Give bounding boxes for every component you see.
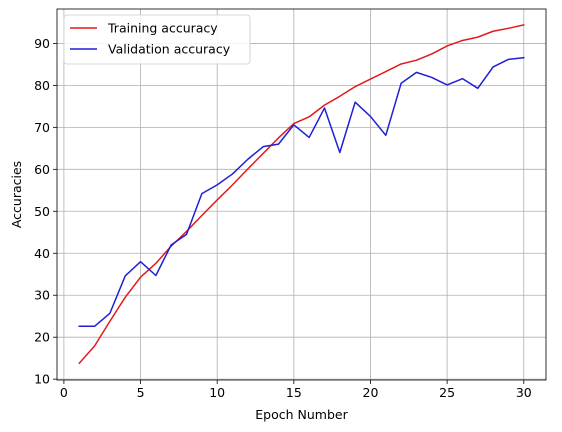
x-axis-ticks: 0 5 10 15 20 25 30 xyxy=(60,380,532,400)
x-tick-label: 0 xyxy=(60,385,68,400)
legend-box xyxy=(63,14,251,65)
y-tick-label: 50 xyxy=(34,204,50,219)
legend-entry: Validation accuracy xyxy=(108,42,231,57)
x-tick-label: 25 xyxy=(439,385,455,400)
y-axis-ticks: 10 20 30 40 50 60 70 80 90 xyxy=(34,36,57,387)
legend-entry: Training accuracy xyxy=(107,21,218,36)
legend: Training accuracy Validation accuracy xyxy=(63,14,251,65)
x-tick-label: 15 xyxy=(286,385,302,400)
y-tick-label: 90 xyxy=(34,36,50,51)
plot-frame xyxy=(56,8,547,381)
y-tick-label: 80 xyxy=(34,78,50,93)
x-tick-label: 20 xyxy=(363,385,379,400)
y-tick-label: 60 xyxy=(34,162,50,177)
x-axis-label: Epoch Number xyxy=(255,407,348,422)
y-axis-label: Accuracies xyxy=(9,161,24,228)
x-tick-label: 30 xyxy=(516,385,532,400)
y-tick-label: 10 xyxy=(34,372,50,387)
x-tick-label: 10 xyxy=(209,385,225,400)
y-tick-label: 70 xyxy=(34,120,50,135)
series-line-1 xyxy=(78,56,525,328)
series-line-0 xyxy=(78,24,525,365)
grid xyxy=(57,9,546,380)
y-tick-label: 30 xyxy=(34,288,50,303)
y-tick-label: 40 xyxy=(34,246,50,261)
x-tick-label: 5 xyxy=(137,385,145,400)
y-tick-label: 20 xyxy=(34,330,50,345)
series-lines xyxy=(78,24,525,365)
